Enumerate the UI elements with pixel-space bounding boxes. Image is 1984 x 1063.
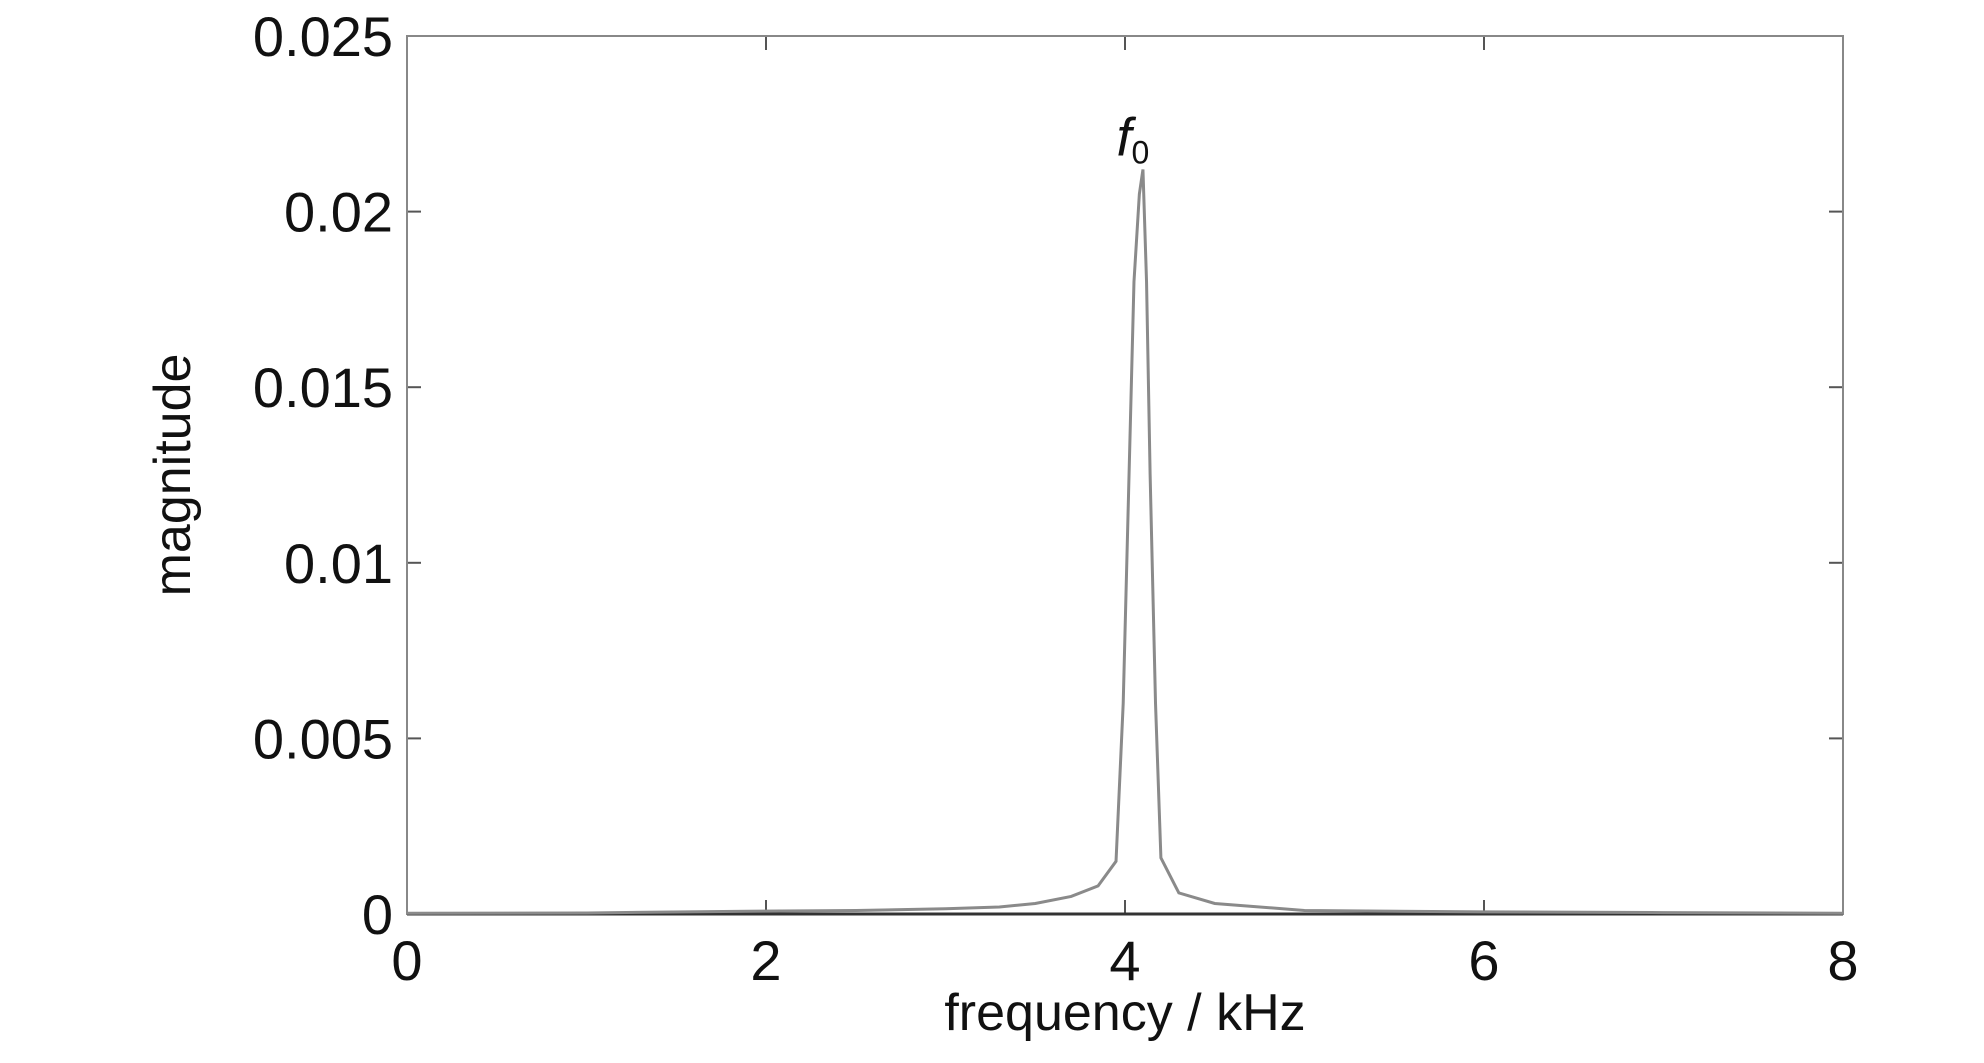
annotation: f0 <box>1117 107 1150 170</box>
y-tick-label: 0 <box>362 883 393 946</box>
x-tick-label: 4 <box>1109 929 1140 992</box>
line <box>406 169 1844 915</box>
y-tick-label: 0.015 <box>253 356 393 419</box>
annotation-subscript: 0 <box>1132 134 1150 170</box>
annotation-text: f <box>1117 107 1137 167</box>
y-tick-label: 0.025 <box>253 5 393 68</box>
x-tick-label: 8 <box>1827 929 1858 992</box>
y-tick-label: 0.02 <box>284 181 393 244</box>
y-tick-label: 0.01 <box>284 532 393 595</box>
x-axis-label: frequency / kHz <box>944 984 1305 1042</box>
y-axis-label: magnitude <box>144 354 202 597</box>
x-tick-label: 6 <box>1468 929 1499 992</box>
plot-frame <box>406 35 1844 915</box>
x-tick-label: 0 <box>391 929 422 992</box>
x-tick-label: 2 <box>750 929 781 992</box>
y-tick-label: 0.005 <box>253 707 393 770</box>
